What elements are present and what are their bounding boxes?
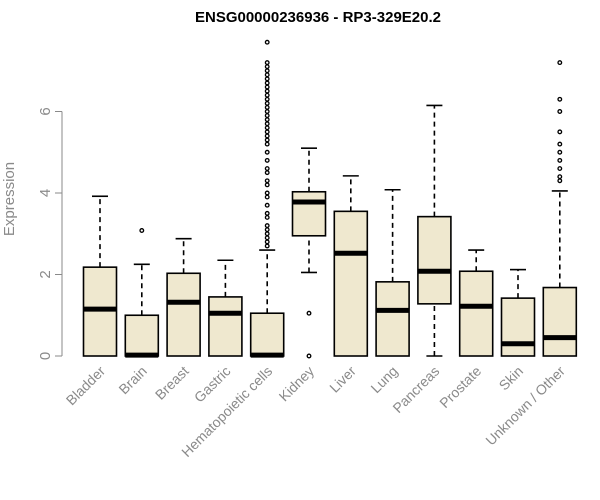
outlier-point [557,178,563,184]
box-group [417,104,452,357]
outlier-point [306,310,312,316]
outlier-point [264,170,270,176]
y-tick-label: 4 [37,189,54,197]
outlier-point [264,182,270,188]
outlier-point [306,353,312,359]
outlier-point [264,149,270,155]
outlier-point [264,80,270,86]
outlier-point [264,125,270,131]
outlier-point [264,210,270,216]
chart-title: ENSG00000236936 - RP3-329E20.2 [195,9,441,26]
box-group [208,259,243,357]
outlier-point [264,178,270,184]
outlier-point [264,96,270,102]
box-group [124,228,160,358]
outlier-point [557,174,563,180]
outlier-point [264,113,270,119]
outlier-point [264,231,270,237]
x-tick-label: Prostate [436,363,484,411]
box-group [500,268,536,357]
box-iqr [166,272,201,357]
outlier-point [264,72,270,78]
outlier-point [557,166,563,171]
outlier-point [557,149,563,155]
outlier-point [557,141,563,147]
box-group [291,147,327,359]
outlier-point [264,214,270,220]
outlier-point [264,68,270,74]
x-tick-label: Liver [326,363,359,396]
outlier-point [557,60,563,66]
outlier-point [264,104,270,110]
outlier-point [139,228,145,233]
outlier-point [264,166,270,171]
outlier-point [264,223,270,229]
outlier-point [264,39,270,45]
outlier-point [264,227,270,233]
outlier-point [264,121,270,127]
box-group [375,188,410,357]
x-tick-label: Kidney [276,363,318,405]
box-iqr [542,286,578,357]
y-tick-label: 6 [37,107,54,115]
outlier-point [264,194,270,200]
box-group [458,249,494,357]
outlier-point [264,137,270,143]
outlier-point [557,157,563,163]
outlier-point [264,88,270,94]
box-iqr [124,314,160,357]
box-iqr [375,281,410,357]
outlier-point [264,239,270,245]
y-axis: 0 2 4 6 [37,107,63,360]
box-iqr [249,312,285,357]
outlier-point [264,60,270,66]
outlier-point [264,84,270,90]
box-iqr [500,297,536,357]
outlier-point [264,109,270,114]
x-tick-label: Brain [115,363,149,397]
box-group [166,237,201,357]
y-axis-label: Expression [1,162,18,236]
outlier-point [264,100,270,106]
outlier-point [264,129,270,135]
x-tick-label: Breast [152,363,192,403]
outlier-point [264,235,270,241]
outlier-point [264,64,270,70]
x-tick-label: Skin [496,363,527,394]
outlier-point [264,157,270,163]
box-group [542,60,578,357]
x-tick-label: Unknown / Other [482,363,568,449]
x-tick-label: Bladder [63,363,109,409]
outlier-point [264,243,270,249]
box-group [82,195,118,357]
box-iqr [458,270,494,357]
outlier-point [264,92,270,98]
box-iqr [417,215,452,305]
outlier-point [557,129,563,135]
box-group [333,175,369,357]
outlier-point [264,202,270,208]
box-group [249,39,285,358]
box-iqr [291,190,327,237]
boxes [82,39,578,359]
outlier-point [264,117,270,123]
x-tick-label: Lung [367,363,400,396]
outlier-point [264,76,270,82]
outlier-point [264,141,270,147]
box-iqr [333,210,369,357]
box-iqr [208,296,243,357]
outlier-point [264,190,270,196]
outlier-point [557,96,563,102]
y-tick-label: 2 [37,270,54,278]
outlier-point [557,109,563,114]
y-tick-label: 0 [37,352,54,360]
outlier-point [264,133,270,139]
